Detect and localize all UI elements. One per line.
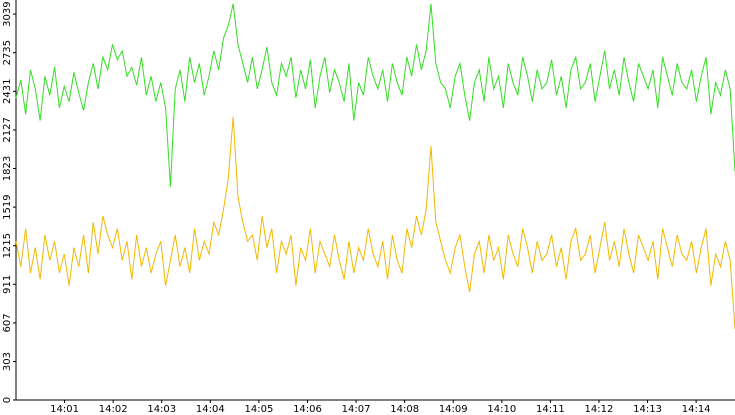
x-tick-label: 14:01 <box>50 404 79 415</box>
x-tick-label: 14:13 <box>633 404 662 415</box>
x-tick-label: 14:11 <box>536 404 565 415</box>
y-tick-label: 1519 <box>2 194 13 219</box>
x-tick-label: 14:08 <box>390 404 419 415</box>
series-line <box>15 3 735 187</box>
x-tick-label: 14:06 <box>293 404 322 415</box>
x-tick-label: 14:03 <box>147 404 176 415</box>
y-tick-label: 1823 <box>2 156 13 181</box>
y-tick-label: 2127 <box>2 117 13 142</box>
x-tick-label: 14:12 <box>585 404 614 415</box>
y-tick-label: 2735 <box>2 40 13 65</box>
x-tick-label: 14:07 <box>342 404 371 415</box>
x-tick-label: 14:04 <box>196 404 225 415</box>
x-tick-label: 14:14 <box>682 404 711 415</box>
series-line <box>15 116 735 329</box>
x-tick-label: 14:05 <box>244 404 273 415</box>
y-tick-label: 303 <box>2 352 13 371</box>
x-tick-label: 14:09 <box>439 404 468 415</box>
y-tick-label: 0 <box>2 397 13 403</box>
x-tick-label: 14:02 <box>99 404 128 415</box>
y-tick-label: 1215 <box>2 233 13 258</box>
y-tick-label: 911 <box>2 275 13 294</box>
x-tick-label: 14:10 <box>487 404 516 415</box>
y-tick-label: 3039 <box>2 1 13 26</box>
y-tick-label: 2431 <box>2 79 13 104</box>
y-tick-label: 607 <box>2 313 13 332</box>
